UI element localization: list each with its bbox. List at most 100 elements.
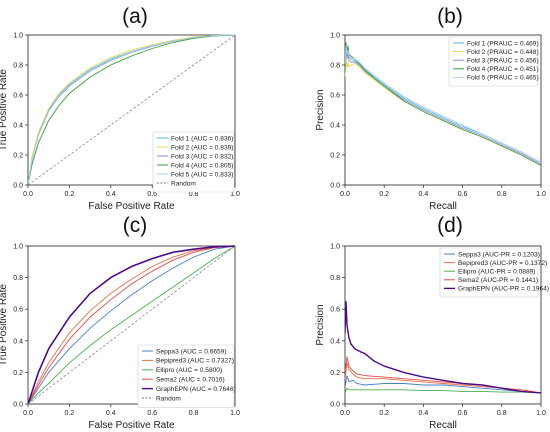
legend-entry: Sema2 (AUC = 0.7016) xyxy=(156,377,225,384)
series-line-4 xyxy=(345,301,541,394)
y-tick-label: 0.8 xyxy=(13,63,23,70)
x-tick-label: 0.4 xyxy=(419,191,429,198)
series-line-3 xyxy=(28,34,235,185)
x-tick-label: 0.0 xyxy=(23,410,33,417)
series-line-4 xyxy=(28,245,235,404)
panel-c: (c) 0.0 0.2 0.4 0.6 0.8 1.0 0.0 0.2 0.4 0.6 0.8 1.0 F… xyxy=(0,214,240,431)
x-tick-label: 0.4 xyxy=(419,410,429,417)
panel-d: (d) 0.0 0.2 0.4 0.6 0.8 1.0 0.0 0.2 0.4 0.6 0.8 1.0 R… xyxy=(315,214,549,431)
plot-frame xyxy=(27,245,236,405)
legend-entry: Random xyxy=(171,180,196,187)
series-lines xyxy=(345,301,541,394)
y-axis-label: Precision xyxy=(315,304,326,345)
plot-frame xyxy=(344,34,542,186)
x-tick-label: 0.4 xyxy=(106,410,116,417)
legend-box xyxy=(439,247,539,298)
legend-entry: Fold 4 (PRAUC = 0.451) xyxy=(467,66,539,73)
y-tick-label: 0.4 xyxy=(330,338,340,345)
series-line-3 xyxy=(345,42,541,166)
x-tick-label: 0.2 xyxy=(65,410,75,417)
legend-entry: Bepipred3 (AUC-PR = 0.1372) xyxy=(458,260,547,267)
panel-b: (b) 0.0 0.2 0.4 0.6 0.8 1.0 0.0 0.2 0.4 0.6 0.8 1.0 R… xyxy=(315,5,546,212)
series-line-3 xyxy=(28,245,235,404)
legend-entry: Fold 4 (AUC = 0.805) xyxy=(171,162,234,169)
legend-entry: Seppa3 (AUC-PR = 0.1203) xyxy=(458,251,540,258)
x-tick-label: 1.0 xyxy=(536,191,546,198)
x-tick-label: 1.0 xyxy=(230,410,240,417)
series-line-4 xyxy=(345,45,541,163)
legend-entry: Fold 1 (PRAUC = 0.469) xyxy=(467,40,539,47)
legend: Seppa3 (AUC-PR = 0.1203) Bepipred3 (AUC-P… xyxy=(439,247,549,298)
x-axis-label: False Positive Rate xyxy=(88,201,175,212)
series-line-2 xyxy=(28,245,235,404)
y-tick-label: 1.0 xyxy=(13,33,23,40)
x-tick-label: 0.0 xyxy=(340,191,350,198)
y-tick-label: 0.2 xyxy=(13,153,23,160)
series-line-1 xyxy=(345,362,541,394)
x-axis-label: Recall xyxy=(429,201,457,212)
panel-label: (b) xyxy=(437,5,463,28)
x-tick-label: 0.8 xyxy=(497,410,507,417)
legend-entry: Seppa3 (AUC = 0.6659) xyxy=(156,348,227,355)
series-lines xyxy=(28,245,235,404)
panel-label: (d) xyxy=(437,214,463,237)
x-tick-label: 0.2 xyxy=(379,191,389,198)
legend-entry: Ellipro (AUC = 0.5800) xyxy=(156,367,222,374)
panel-label: (c) xyxy=(123,214,148,237)
x-tick-label: 0.8 xyxy=(189,410,199,417)
x-tick-label: 0.6 xyxy=(458,191,468,198)
x-tick-label: 0.2 xyxy=(65,191,75,198)
series-line-1 xyxy=(28,245,235,404)
series-line-2 xyxy=(345,387,541,394)
panel-label: (a) xyxy=(122,5,148,28)
legend-box xyxy=(137,344,235,408)
y-tick-label: 1.0 xyxy=(13,244,23,251)
y-tick-label: 0.0 xyxy=(330,183,340,190)
x-tick-label: 1.0 xyxy=(230,191,240,198)
y-axis-label: True Positive Rate xyxy=(0,69,9,151)
y-tick-label: 0.2 xyxy=(330,370,340,377)
series-lines xyxy=(345,42,541,166)
legend-entry: Fold 2 (AUC = 0.839) xyxy=(171,144,234,151)
x-tick-label: 0.0 xyxy=(23,191,33,198)
y-tick-label: 0.8 xyxy=(13,275,23,282)
legend: Fold 1 (AUC = 0.836) Fold 2 (AUC = 0.839)… xyxy=(152,131,235,193)
y-tick-label: 0.4 xyxy=(13,338,23,345)
y-tick-label: 0.8 xyxy=(330,63,340,70)
legend-entry: Fold 3 (AUC = 0.832) xyxy=(171,153,234,160)
y-axis-label: True Positive Rate xyxy=(0,284,9,366)
x-tick-label: 0.2 xyxy=(379,410,389,417)
x-tick-label: 1.0 xyxy=(536,410,546,417)
series-line-1 xyxy=(28,34,235,185)
y-tick-label: 0.2 xyxy=(13,370,23,377)
x-tick-label: 0.6 xyxy=(147,191,157,198)
y-tick-label: 0.0 xyxy=(330,402,340,409)
legend-entry: Fold 3 (PRAUC = 0.456) xyxy=(467,58,539,65)
series-line-0 xyxy=(28,245,235,404)
legend-entry: Fold 1 (AUC = 0.836) xyxy=(171,135,234,142)
series-line-5 xyxy=(28,34,235,185)
legend-entry: GraphEPN (AUC-PR = 0.1964) xyxy=(458,286,549,293)
y-tick-label: 0.0 xyxy=(13,402,23,409)
x-tick-label: 0.6 xyxy=(458,410,468,417)
series-lines xyxy=(28,34,235,185)
y-tick-label: 0.6 xyxy=(13,307,23,314)
y-tick-label: 1.0 xyxy=(330,244,340,251)
legend-entry: Fold 5 (PRAUC = 0.465) xyxy=(467,75,539,82)
y-tick-label: 0.4 xyxy=(13,123,23,130)
x-axis-label: False Positive Rate xyxy=(88,420,175,431)
y-tick-label: 0.0 xyxy=(13,183,23,190)
panel-a: (a)0.0 0.2 0.4 0.6 0.8 1.00.00.20.40.60.81.0F… xyxy=(0,5,240,212)
y-tick-label: 0.2 xyxy=(330,153,340,160)
series-line-4 xyxy=(28,34,235,185)
legend-entry: Sema2 (AUC-PR = 0.1441) xyxy=(458,277,538,284)
y-axis-label: Precision xyxy=(315,89,326,130)
plot-frame xyxy=(27,34,236,186)
legend-entry: Random xyxy=(156,395,181,402)
legend-entry: GraphEPN (AUC = 0.7646) xyxy=(156,386,236,393)
series-line-0 xyxy=(345,375,541,394)
y-tick-label: 0.6 xyxy=(330,93,340,100)
legend-box xyxy=(152,131,235,193)
y-tick-label: 0.6 xyxy=(330,307,340,314)
